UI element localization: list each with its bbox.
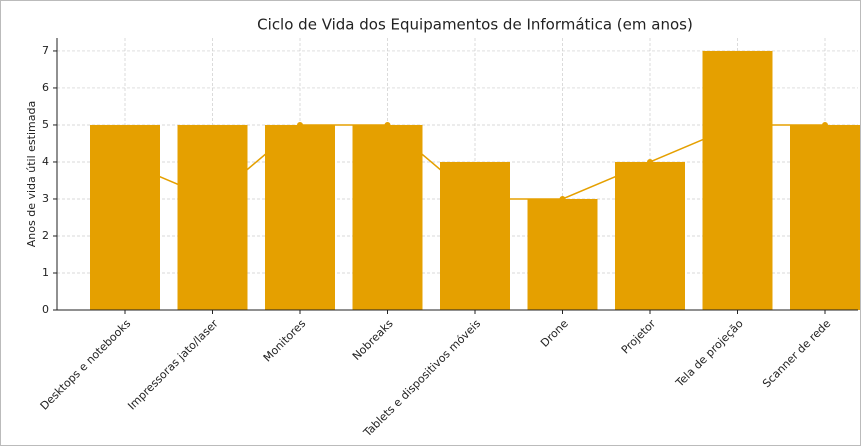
bar <box>90 124 160 310</box>
bar <box>702 50 773 310</box>
bar <box>440 161 510 310</box>
y-tick-label: 7 <box>42 44 49 57</box>
y-tick-label: 1 <box>42 266 49 279</box>
bar <box>352 124 423 310</box>
bar <box>265 124 335 310</box>
bar <box>615 161 685 310</box>
y-tick-label: 2 <box>42 229 49 242</box>
y-tick-label: 5 <box>42 118 49 131</box>
chart-title: Ciclo de Vida dos Equipamentos de Inform… <box>257 16 693 34</box>
y-tick-label: 0 <box>42 303 49 316</box>
y-tick-label: 6 <box>42 81 49 94</box>
y-tick-label: 4 <box>42 155 49 168</box>
y-axis-label: Anos de vida útil estimada <box>25 101 38 247</box>
y-tick-label: 3 <box>42 192 49 205</box>
bar <box>177 124 248 310</box>
bar <box>790 124 860 310</box>
bar <box>527 198 598 310</box>
